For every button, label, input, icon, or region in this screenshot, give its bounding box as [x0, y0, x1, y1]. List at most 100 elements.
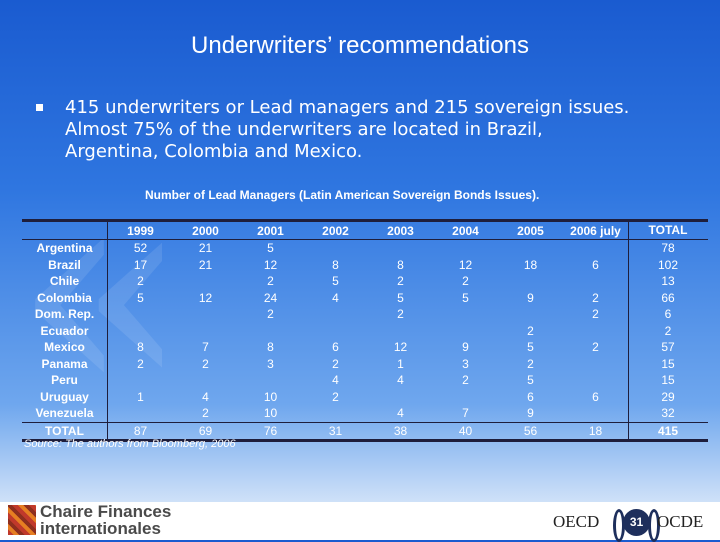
value-cell: 5 — [137, 290, 144, 305]
value-cell: 5 — [527, 373, 534, 388]
bullet-square-icon — [36, 104, 43, 111]
value-cell: 13 — [628, 273, 707, 290]
value-cell: 2 — [267, 307, 274, 322]
table-row: Chile 2 2 5 2 2 13 — [22, 273, 708, 290]
value-cell: 2 — [137, 274, 144, 289]
value-cell: 4 — [397, 406, 404, 421]
value-cell: 29 — [628, 388, 707, 405]
value-cell: 5 — [332, 274, 339, 289]
value-cell: 15 — [628, 355, 707, 372]
total-value-cell: 87 — [133, 423, 148, 438]
country-cell: Mexico — [22, 339, 108, 356]
column-header: 1999 — [127, 223, 154, 238]
country-cell: Argentina — [22, 240, 108, 257]
value-cell: 5 — [397, 290, 404, 305]
total-label-cell: TOTAL — [22, 422, 108, 439]
value-cell: 24 — [263, 290, 278, 305]
value-cell: 1 — [397, 356, 404, 371]
value-cell: 8 — [332, 257, 339, 272]
country-cell: Dom. Rep. — [22, 306, 108, 323]
table-row: Venezuela 2 10 4 7 9 32 — [22, 405, 708, 422]
total-value-cell: 56 — [523, 423, 538, 438]
value-cell: 57 — [628, 339, 707, 356]
country-cell: Colombia — [22, 289, 108, 306]
value-cell: 78 — [628, 240, 707, 257]
value-cell: 12 — [458, 257, 473, 272]
country-cell: Peru — [22, 372, 108, 389]
value-cell: 2 — [202, 356, 209, 371]
total-value-cell: 31 — [328, 423, 343, 438]
value-cell: 21 — [198, 257, 213, 272]
total-value-cell: 69 — [198, 423, 213, 438]
value-cell: 7 — [202, 340, 209, 355]
country-cell: Venezuela — [22, 405, 108, 422]
header-corner-cell — [22, 222, 108, 239]
value-cell: 2 — [628, 322, 707, 339]
country-cell: Ecuador — [22, 322, 108, 339]
total-value-cell: 38 — [393, 423, 408, 438]
value-cell: 2 — [332, 356, 339, 371]
value-cell: 3 — [462, 356, 469, 371]
value-cell: 10 — [263, 406, 278, 421]
value-cell: 2 — [592, 307, 599, 322]
value-cell: 52 — [133, 241, 148, 256]
table-title: Number of Lead Managers (Latin American … — [145, 188, 540, 202]
value-cell: 1 — [137, 389, 144, 404]
table-row: Dom. Rep. 2 2 2 6 — [22, 306, 708, 323]
oecd-label: OECD — [553, 512, 600, 531]
value-cell: 10 — [263, 389, 278, 404]
column-header: 2002 — [322, 223, 349, 238]
value-cell: 5 — [462, 290, 469, 305]
footer-brand: Chaire Finances internationales — [40, 503, 171, 537]
value-cell: 4 — [332, 290, 339, 305]
table-row: Mexico 8 7 8 6 12 9 5 2 57 — [22, 339, 708, 356]
column-header: 2005 — [517, 223, 544, 238]
value-cell: 21 — [198, 241, 213, 256]
table-row: Ecuador 2 2 — [22, 322, 708, 339]
value-cell: 8 — [397, 257, 404, 272]
value-cell: 4 — [397, 373, 404, 388]
column-header: 2003 — [387, 223, 414, 238]
value-cell: 6 — [592, 389, 599, 404]
chaire-logo-icon — [8, 505, 36, 535]
bullet-text: 415 underwriters or Lead managers and 21… — [65, 97, 630, 162]
value-cell: 4 — [332, 373, 339, 388]
table-row: Argentina 52 21 5 78 — [22, 240, 708, 257]
value-cell: 2 — [397, 274, 404, 289]
table-total-row: TOTAL 87 69 76 31 38 40 56 18 415 — [22, 421, 708, 442]
value-cell: 9 — [527, 406, 534, 421]
value-cell: 17 — [133, 257, 148, 272]
table-row: Colombia 5 12 24 4 5 5 9 2 66 — [22, 289, 708, 306]
table-row: Uruguay 1 4 10 2 6 6 29 — [22, 388, 708, 405]
country-cell: Brazil — [22, 256, 108, 273]
value-cell: 102 — [628, 256, 707, 273]
value-cell: 2 — [462, 274, 469, 289]
total-value-cell: 40 — [458, 423, 473, 438]
value-cell: 3 — [267, 356, 274, 371]
table-row: Peru 4 4 2 5 15 — [22, 372, 708, 389]
total-value-cell: 415 — [628, 422, 707, 439]
country-cell: Chile — [22, 273, 108, 290]
column-header: 2006 july — [570, 223, 621, 238]
ocde-label: OCDE — [657, 512, 704, 531]
total-value-cell: 18 — [588, 423, 603, 438]
page-number: 31 — [623, 509, 650, 536]
value-cell: 2 — [527, 356, 534, 371]
column-header: 2000 — [192, 223, 219, 238]
value-cell: 2 — [397, 307, 404, 322]
total-value-cell: 76 — [263, 423, 278, 438]
bullet-point: 415 underwriters or Lead managers and 21… — [36, 97, 696, 163]
value-cell: 6 — [628, 306, 707, 323]
decorative-quote-mark: « — [12, 150, 162, 440]
brand-line-1: Chaire Finances — [40, 502, 172, 521]
country-cell: Panama — [22, 355, 108, 372]
value-cell: 32 — [628, 405, 707, 422]
column-header: TOTAL — [628, 222, 707, 239]
value-cell: 2 — [592, 290, 599, 305]
value-cell: 5 — [267, 241, 274, 256]
value-cell: 9 — [527, 290, 534, 305]
value-cell: 66 — [628, 289, 707, 306]
value-cell: 18 — [523, 257, 538, 272]
table-header-row: 1999 2000 2001 2002 2003 2004 2005 2006 july TOT… — [22, 222, 708, 240]
value-cell: 6 — [332, 340, 339, 355]
